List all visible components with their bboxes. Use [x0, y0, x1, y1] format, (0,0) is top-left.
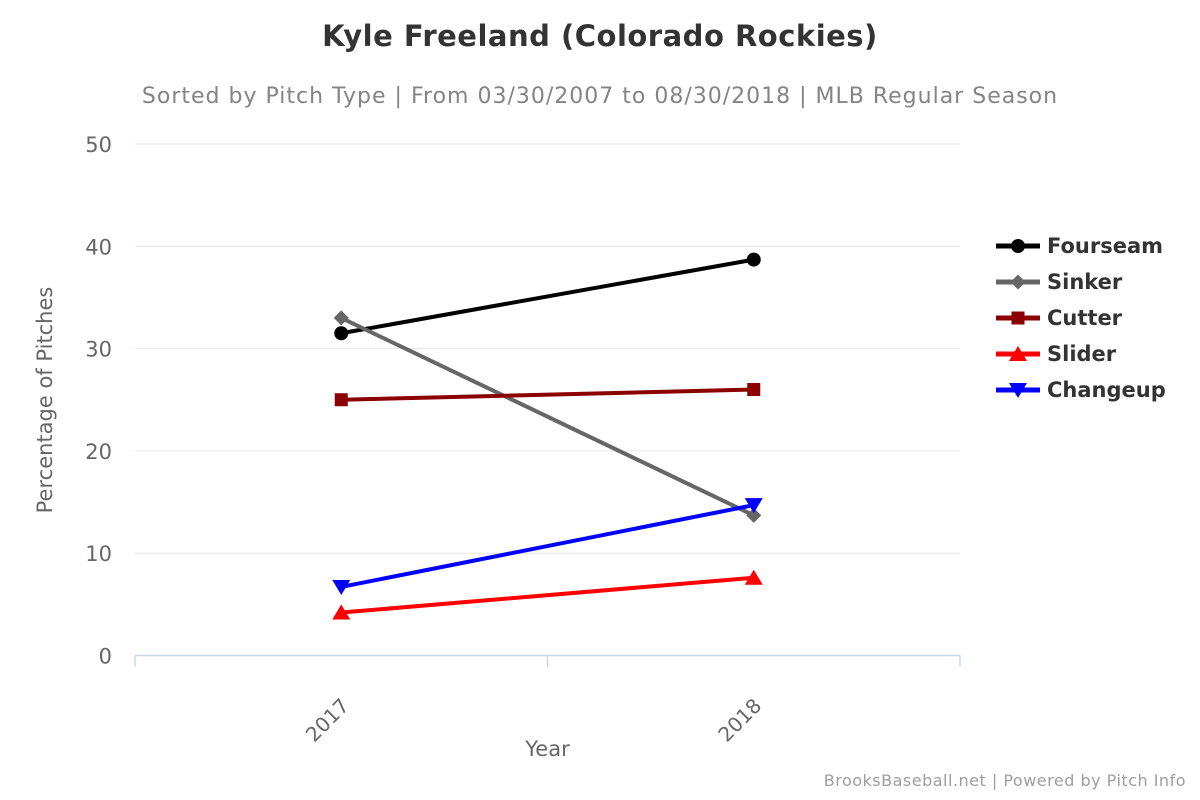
point-changeup-2017[interactable] — [332, 579, 351, 595]
point-changeup-2018[interactable] — [744, 498, 763, 514]
legend-item-fourseam[interactable]: Fourseam — [996, 234, 1166, 258]
point-cutter-2017[interactable] — [334, 393, 348, 407]
point-slider-2017[interactable] — [332, 604, 351, 620]
y-tick-label-40: 40 — [85, 235, 112, 259]
slider-legend-marker-icon — [996, 346, 1040, 361]
y-tick-label-10: 10 — [85, 542, 112, 566]
point-slider-2018[interactable] — [744, 569, 763, 585]
legend-label-sinker: Sinker — [1047, 270, 1123, 294]
legend-label-fourseam: Fourseam — [1047, 234, 1164, 258]
sinker-legend-marker-icon — [996, 274, 1040, 290]
credit-text: BrooksBaseball.net | Powered by Pitch In… — [823, 771, 1186, 790]
legend-label-cutter: Cutter — [1047, 306, 1123, 330]
cutter-legend-marker-icon — [996, 311, 1040, 325]
chart-title: Kyle Freeland (Colorado Rockies) — [322, 19, 878, 53]
legend: Fourseam Sinker Cutter Slider Changeup — [996, 234, 1166, 402]
point-fourseam-2017[interactable] — [334, 326, 349, 341]
legend-item-slider[interactable]: Slider — [996, 342, 1166, 366]
legend-label-slider: Slider — [1047, 342, 1117, 366]
legend-item-sinker[interactable]: Sinker — [996, 270, 1166, 294]
y-tick-label-50: 50 — [85, 133, 112, 157]
y-tick-label-20: 20 — [85, 440, 112, 464]
legend-item-cutter[interactable]: Cutter — [996, 306, 1166, 330]
chart-subtitle: Sorted by Pitch Type | From 03/30/2007 t… — [141, 84, 1059, 109]
changeup-legend-marker-icon — [996, 383, 1040, 398]
point-sinker-2017[interactable] — [333, 310, 349, 326]
series-line-sinker — [339, 315, 756, 518]
x-axis-title: Year — [525, 737, 570, 761]
series-line-slider — [339, 575, 756, 615]
series-line-changeup — [339, 503, 756, 589]
legend-label-changeup: Changeup — [1047, 378, 1166, 402]
y-tick-label-0: 0 — [99, 645, 112, 669]
point-sinker-2018[interactable] — [746, 507, 762, 523]
legend-item-changeup[interactable]: Changeup — [996, 378, 1166, 402]
y-axis-title: Percentage of Pitches — [33, 286, 57, 514]
series-line-fourseam — [339, 257, 756, 336]
fourseam-legend-marker-icon — [996, 239, 1040, 253]
y-tick-label-30: 30 — [85, 338, 112, 362]
series-line-cutter — [339, 387, 756, 402]
point-cutter-2018[interactable] — [747, 383, 761, 397]
point-fourseam-2018[interactable] — [746, 252, 761, 267]
